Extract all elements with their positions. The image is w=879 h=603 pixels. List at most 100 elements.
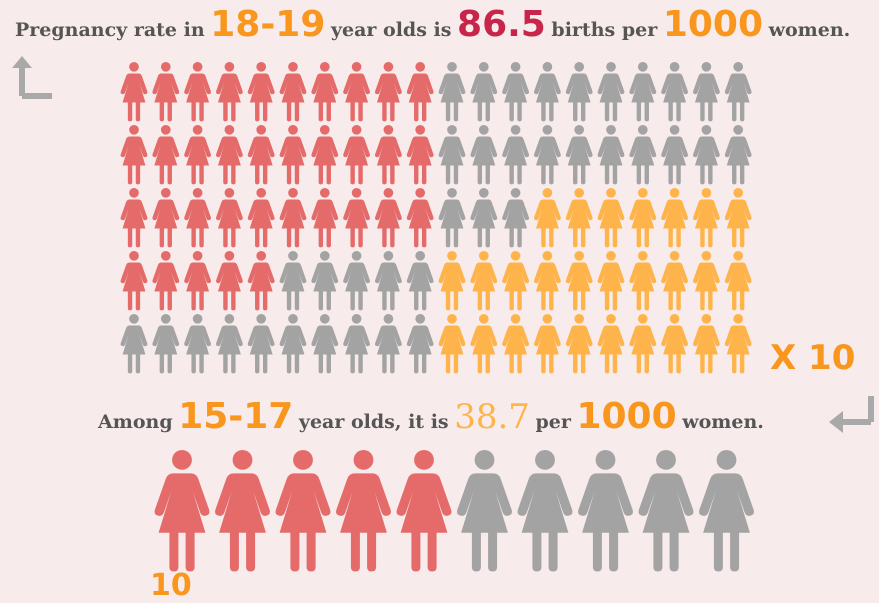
woman-icon-gray bbox=[661, 62, 689, 122]
large-woman-icon-gray bbox=[457, 450, 512, 572]
woman-icon-gray bbox=[724, 125, 752, 185]
woman-icon-orange bbox=[724, 251, 752, 311]
woman-icon-orange bbox=[692, 188, 720, 248]
age-range-15-17: 15-17 bbox=[178, 396, 294, 437]
woman-icon-red bbox=[152, 125, 180, 185]
woman-icon-gray bbox=[279, 251, 307, 311]
woman-icon-gray bbox=[533, 62, 561, 122]
woman-icon-orange bbox=[565, 188, 593, 248]
woman-icon-gray bbox=[374, 314, 402, 374]
headline-mid: year olds is bbox=[330, 19, 452, 41]
woman-icon-gray bbox=[406, 314, 434, 374]
woman-icon-gray bbox=[406, 251, 434, 311]
woman-icon-gray bbox=[184, 314, 212, 374]
woman-icon-gray bbox=[724, 62, 752, 122]
woman-icon-orange bbox=[629, 251, 657, 311]
woman-icon-gray bbox=[247, 314, 275, 374]
woman-icon-red bbox=[215, 62, 243, 122]
woman-icon-gray bbox=[597, 125, 625, 185]
woman-icon-gray bbox=[661, 125, 689, 185]
woman-icon-red bbox=[152, 251, 180, 311]
woman-icon-red bbox=[120, 125, 148, 185]
woman-icon-red bbox=[247, 251, 275, 311]
woman-icon-orange bbox=[692, 314, 720, 374]
woman-icon-red bbox=[152, 188, 180, 248]
woman-icon-red bbox=[120, 62, 148, 122]
woman-icon-gray bbox=[438, 188, 466, 248]
woman-icon-gray bbox=[470, 62, 498, 122]
woman-icon-gray bbox=[692, 125, 720, 185]
headline-mid2: births per bbox=[551, 19, 658, 41]
woman-icon-gray bbox=[502, 125, 530, 185]
woman-icon-red bbox=[215, 188, 243, 248]
woman-icon-red bbox=[215, 125, 243, 185]
woman-icon-gray bbox=[279, 314, 307, 374]
woman-icon-red bbox=[184, 188, 212, 248]
woman-icon-red bbox=[343, 125, 371, 185]
woman-icon-gray bbox=[629, 62, 657, 122]
woman-icon-gray bbox=[215, 314, 243, 374]
woman-icon-red bbox=[279, 62, 307, 122]
woman-icon-gray bbox=[311, 314, 339, 374]
woman-icon-red bbox=[406, 188, 434, 248]
woman-icon-orange bbox=[565, 251, 593, 311]
woman-icon-orange bbox=[692, 251, 720, 311]
woman-icon-gray bbox=[438, 125, 466, 185]
woman-icon-orange bbox=[724, 188, 752, 248]
woman-icon-red bbox=[120, 188, 148, 248]
woman-icon-gray bbox=[533, 125, 561, 185]
woman-icon-orange bbox=[438, 251, 466, 311]
woman-icon-red bbox=[311, 188, 339, 248]
headline-18-19: Pregnancy rate in 18-19 year olds is 86.… bbox=[15, 4, 850, 45]
woman-icon-red bbox=[279, 188, 307, 248]
woman-icon-gray bbox=[343, 251, 371, 311]
woman-icon-orange bbox=[533, 314, 561, 374]
woman-icon-gray bbox=[438, 62, 466, 122]
headline-suffix: women. bbox=[768, 19, 851, 41]
woman-icon-red bbox=[311, 125, 339, 185]
large-woman-icon-red bbox=[396, 450, 452, 572]
arrow-return-icon bbox=[829, 396, 874, 433]
woman-icon-orange bbox=[565, 314, 593, 374]
woman-icon-orange bbox=[438, 314, 466, 374]
woman-icon-orange bbox=[533, 188, 561, 248]
woman-icon-red bbox=[279, 125, 307, 185]
woman-icon-red bbox=[247, 188, 275, 248]
large-woman-icon-red bbox=[215, 450, 270, 572]
woman-icon-gray bbox=[597, 62, 625, 122]
woman-icon-orange bbox=[661, 251, 689, 311]
woman-icon-red bbox=[120, 251, 148, 311]
woman-icon-orange bbox=[661, 314, 689, 374]
partial-number: 10 bbox=[150, 568, 192, 603]
woman-icon-gray bbox=[502, 62, 530, 122]
woman-icon-orange bbox=[661, 188, 689, 248]
woman-icon-red bbox=[184, 125, 212, 185]
woman-icon-orange bbox=[597, 251, 625, 311]
large-woman-icon-gray bbox=[638, 450, 694, 572]
woman-icon-red bbox=[247, 62, 275, 122]
large-woman-icon-gray bbox=[578, 450, 633, 572]
headline-prefix: Pregnancy rate in bbox=[15, 19, 205, 41]
woman-icon-red bbox=[215, 251, 243, 311]
woman-icon-orange bbox=[629, 314, 657, 374]
woman-icon-orange bbox=[724, 314, 752, 374]
large-woman-icon-red bbox=[336, 450, 391, 572]
woman-icon-red bbox=[343, 62, 371, 122]
per-1000: 1000 bbox=[662, 4, 764, 45]
woman-icon-gray bbox=[311, 251, 339, 311]
large-woman-icon-red bbox=[154, 450, 210, 572]
woman-icon-gray bbox=[152, 314, 180, 374]
headline2-prefix: Among bbox=[98, 411, 173, 433]
woman-icon-red bbox=[374, 62, 402, 122]
woman-icon-red bbox=[406, 62, 434, 122]
arrow-up-icon bbox=[12, 56, 52, 99]
headline2-mid2: per bbox=[535, 411, 571, 433]
headline2-mid: year olds, it is bbox=[298, 411, 449, 433]
age-range-18-19: 18-19 bbox=[210, 4, 326, 45]
woman-icon-orange bbox=[502, 314, 530, 374]
woman-icon-red bbox=[374, 188, 402, 248]
woman-icon-gray bbox=[502, 188, 530, 248]
rate-86-5: 86.5 bbox=[457, 4, 546, 45]
woman-icon-gray bbox=[343, 314, 371, 374]
women-pictogram-grid bbox=[120, 62, 752, 374]
